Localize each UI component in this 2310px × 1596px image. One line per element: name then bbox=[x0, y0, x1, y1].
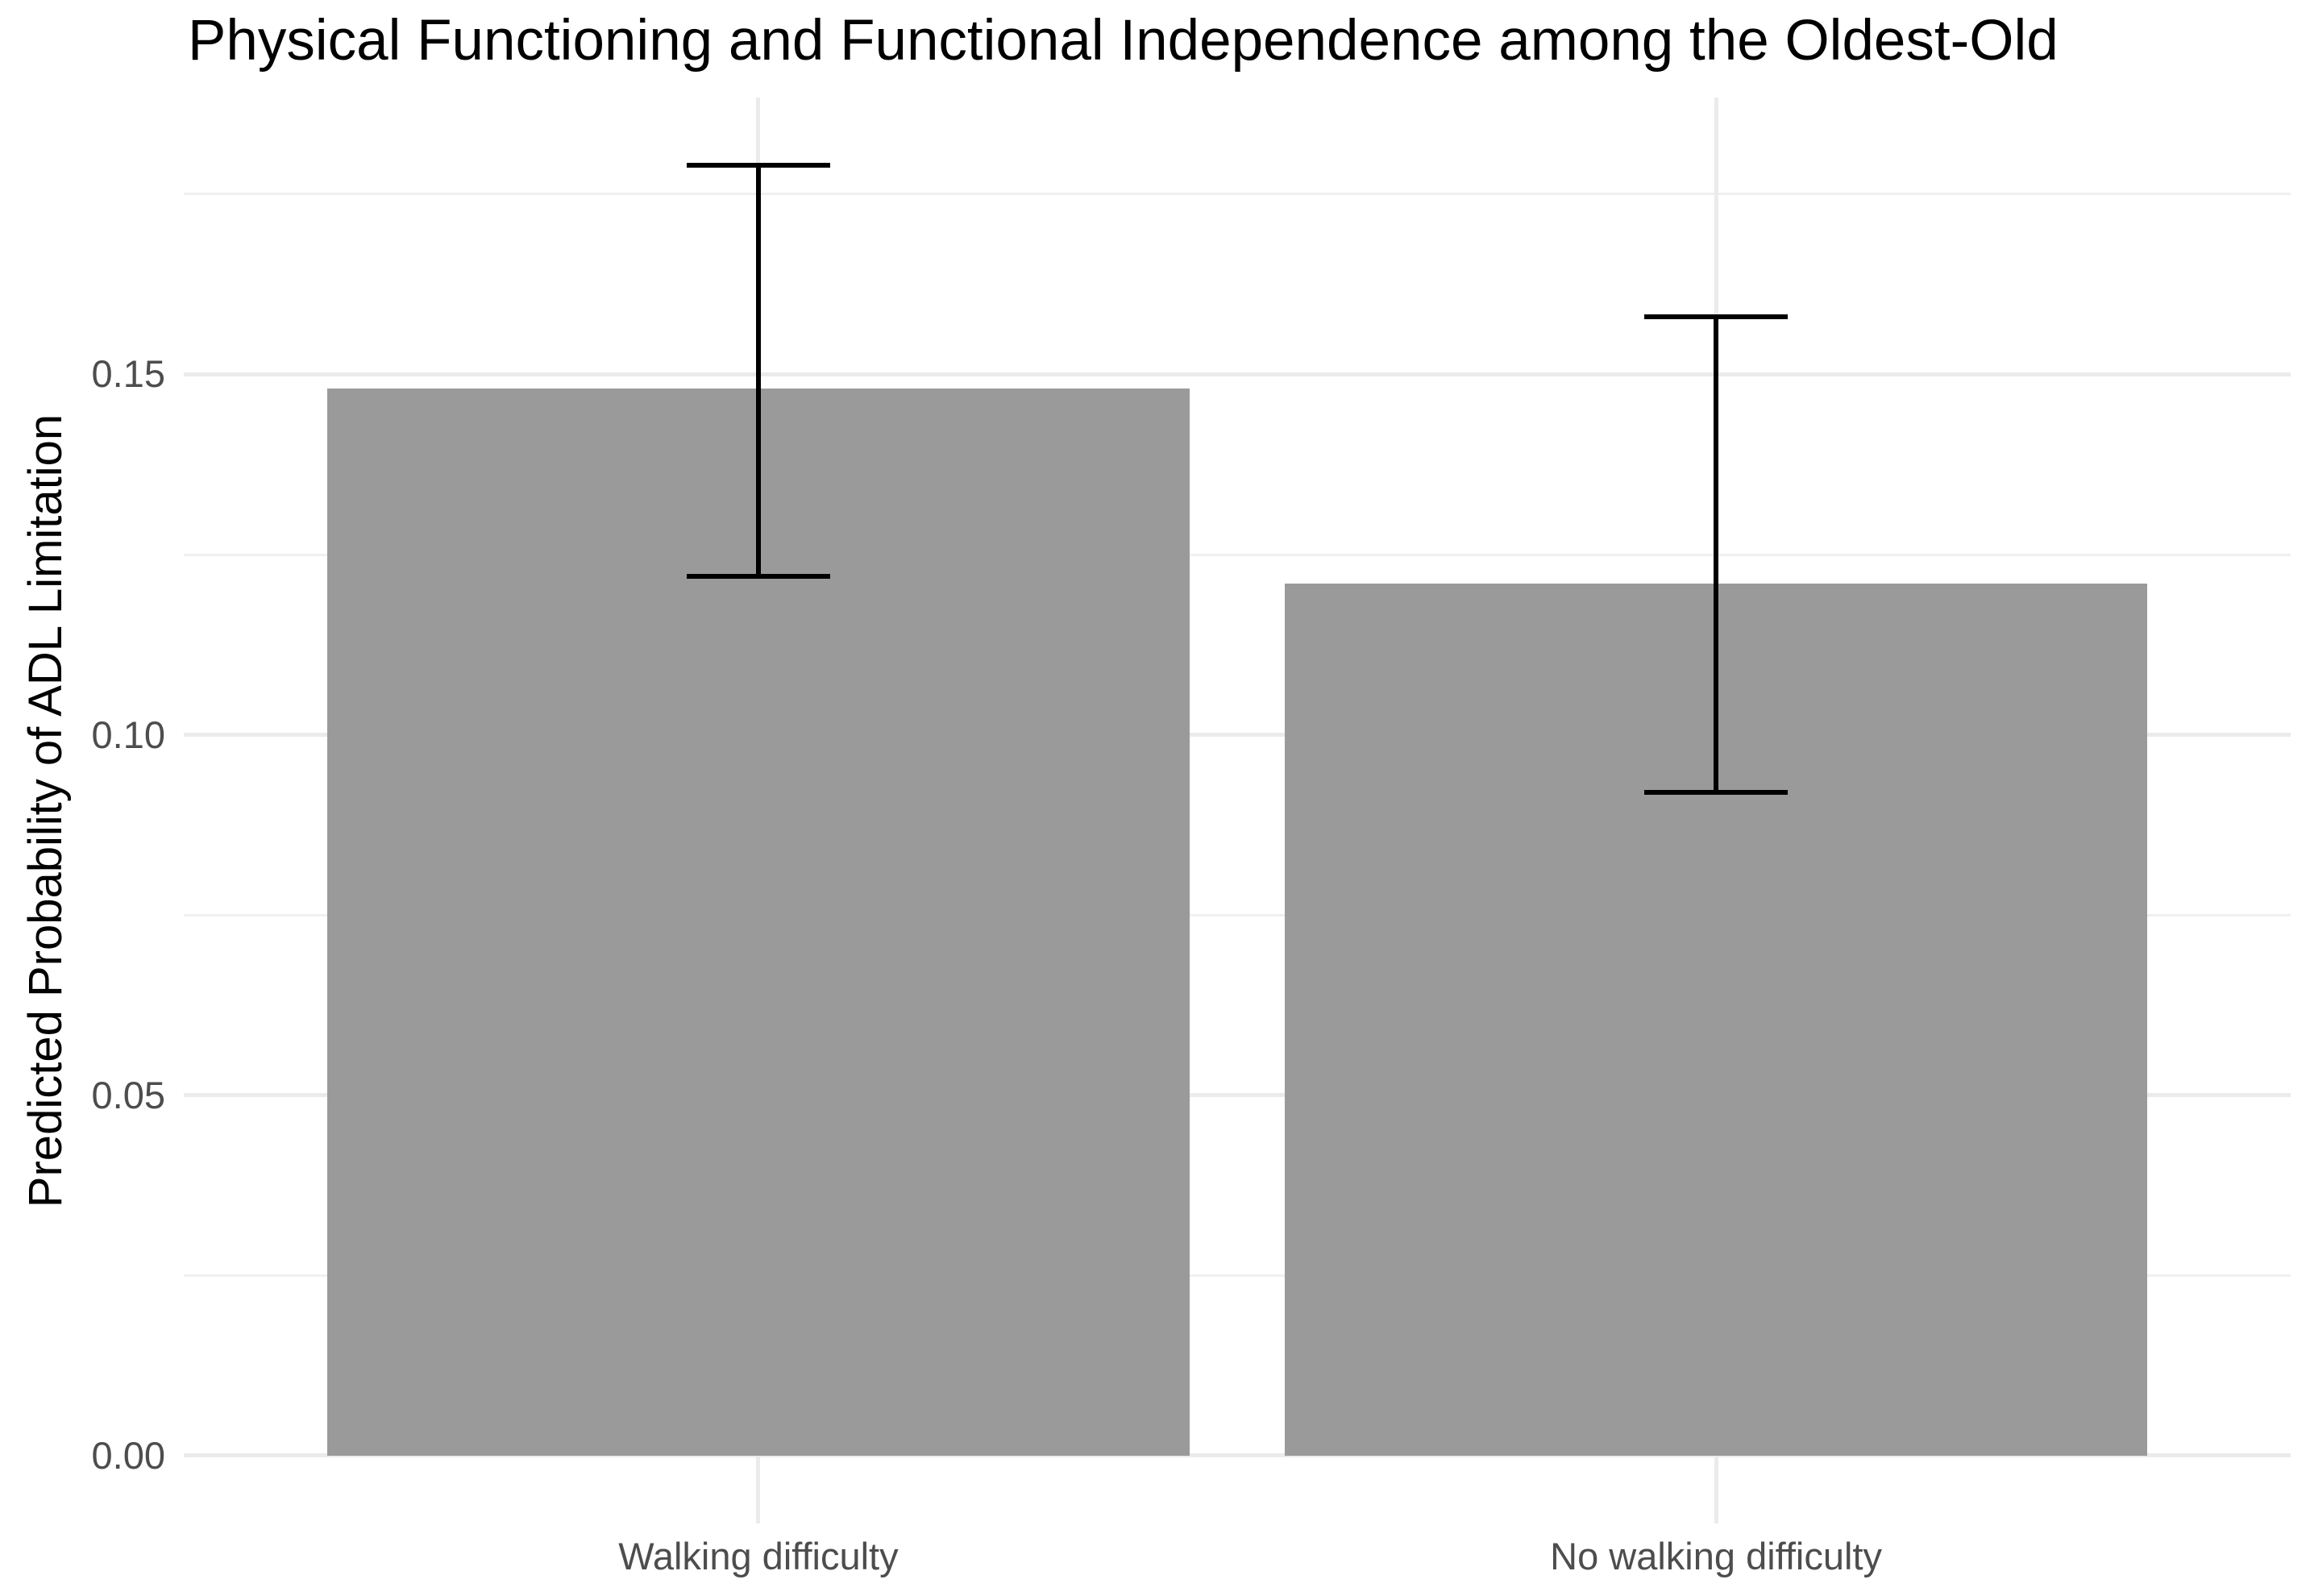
error-bar-cap-top bbox=[686, 163, 830, 168]
y-tick-label: 0.10 bbox=[91, 713, 165, 756]
y-tick-label: 0.05 bbox=[91, 1073, 165, 1116]
gridline-major bbox=[184, 372, 2291, 376]
x-category-label: Walking difficulty bbox=[618, 1535, 899, 1577]
gridline-major bbox=[184, 733, 2291, 738]
y-tick-label: 0.15 bbox=[91, 352, 165, 396]
error-bar-cap-bottom bbox=[686, 573, 830, 579]
x-category-label: No walking difficulty bbox=[1550, 1535, 1883, 1577]
gridline-minor bbox=[184, 553, 2291, 556]
gridline-minor bbox=[184, 1274, 2291, 1277]
chart-title: Physical Functioning and Functional Inde… bbox=[188, 9, 2059, 73]
error-bar-cap-bottom bbox=[1643, 790, 1789, 796]
error-bar-line bbox=[755, 165, 761, 576]
error-bar-cap-top bbox=[1643, 314, 1789, 319]
gridline-minor bbox=[184, 193, 2291, 196]
gridline-major bbox=[184, 1093, 2291, 1098]
gridline-minor bbox=[184, 913, 2291, 916]
gridline-major bbox=[184, 1453, 2291, 1458]
y-tick-label: 0.00 bbox=[91, 1433, 165, 1477]
error-bar-line bbox=[1714, 316, 1719, 793]
